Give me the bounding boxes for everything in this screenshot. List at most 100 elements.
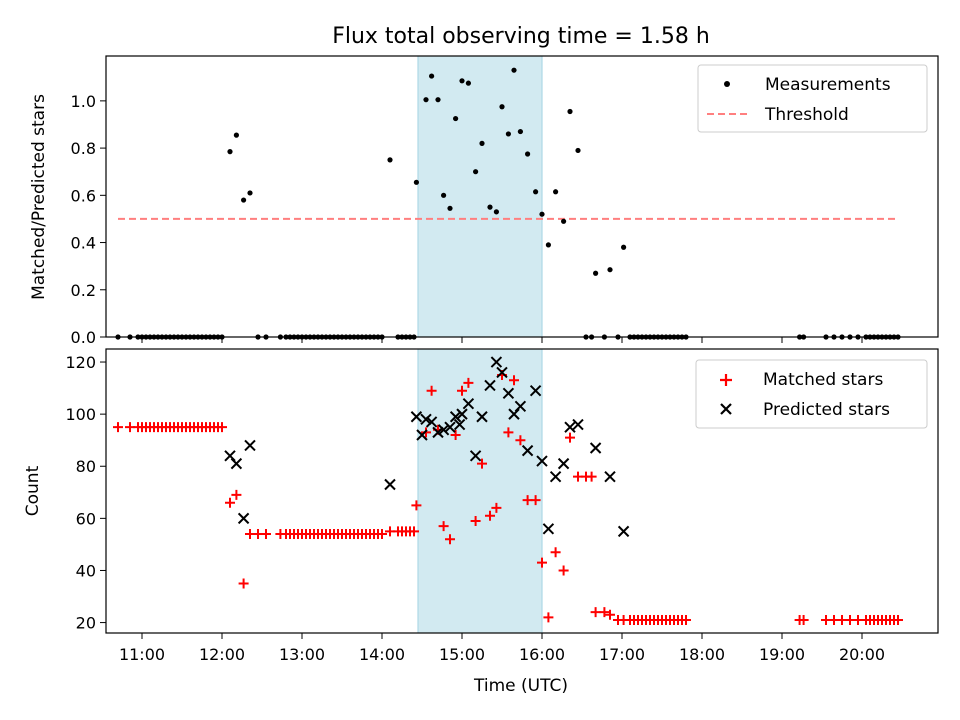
measurement-point	[423, 97, 429, 103]
matched-star-point	[377, 528, 387, 539]
predicted-star-point	[572, 418, 584, 431]
figure-title: Flux total observing time = 1.58 h	[332, 24, 710, 49]
predicted-star-point	[444, 421, 456, 433]
x-axis-label: Time (UTC)	[473, 676, 568, 696]
predicted-star-point	[456, 408, 468, 420]
measurement-point	[561, 218, 567, 224]
measurement-point	[539, 211, 545, 217]
x-tick-label: 19:00	[759, 645, 805, 664]
x-tick-label: 15:00	[439, 645, 485, 664]
predicted-star-point	[469, 450, 482, 462]
bottom-highlight-layer	[417, 349, 543, 633]
top-x-ticks	[141, 337, 863, 343]
predicted-star-point	[462, 398, 475, 410]
matched-star-point	[477, 458, 487, 469]
predicted-star-point	[604, 470, 616, 483]
measurement-point	[233, 132, 239, 138]
matched-star-point	[113, 422, 123, 433]
matched-star-point	[470, 515, 481, 526]
predicted-star-point	[449, 411, 462, 423]
measurement-point	[511, 67, 517, 73]
legend-threshold-label: Threshold	[764, 105, 849, 125]
measurement-point	[387, 157, 393, 163]
matched-stars-points	[113, 370, 903, 625]
top-y-tick-label: 0.8	[71, 139, 96, 158]
x-tick-label: 20:00	[839, 645, 885, 664]
x-tick-label: 16:00	[519, 645, 565, 664]
matched-star-point	[586, 471, 597, 482]
measurement-point	[553, 189, 559, 195]
matched-star-point	[485, 510, 495, 521]
matched-star-point	[217, 422, 227, 433]
top-panel: 0.0 0.2 0.4 0.6 0.8 1.0 Matched/Predicted sta…	[29, 55, 939, 347]
bottom-y-tick-label: 120	[65, 353, 96, 372]
predicted-star-point	[529, 384, 542, 397]
matched-star-point	[409, 526, 419, 537]
matched-star-point	[503, 427, 514, 438]
bottom-legend-box	[695, 359, 928, 429]
measurement-point	[435, 97, 441, 103]
bottom-y-tick-label: 20	[76, 614, 96, 633]
top-y-tick-label: 1.0	[71, 92, 96, 111]
measurement-point	[227, 149, 233, 155]
bottom-legend: Matched stars Predicted stars	[695, 359, 928, 429]
matched-star-point	[530, 495, 541, 506]
measurement-point	[517, 128, 524, 135]
matched-star-point	[261, 528, 271, 539]
predicted-star-point	[230, 457, 243, 470]
matched-star-point	[550, 547, 561, 558]
predicted-star-point	[549, 470, 562, 483]
measurement-point	[247, 190, 253, 196]
matched-star-point	[543, 612, 554, 623]
matched-star-point	[457, 385, 467, 396]
measurement-point	[465, 80, 471, 86]
matched-star-point	[537, 557, 547, 568]
predicted-star-point	[589, 442, 602, 454]
predicted-star-point	[237, 512, 250, 525]
measurement-point	[487, 204, 493, 210]
bottom-y-tick-label: 40	[76, 561, 96, 580]
measurement-point	[593, 270, 599, 276]
x-tick-label: 18:00	[679, 645, 725, 664]
predicted-star-point	[564, 421, 576, 433]
measurement-point	[621, 244, 627, 250]
matched-star-point	[411, 500, 422, 511]
measurement-point	[479, 140, 485, 146]
matched-star-point	[231, 489, 242, 500]
matched-star-point	[225, 497, 235, 508]
predicted-star-point	[224, 450, 236, 462]
x-tick-label: 12:00	[199, 645, 245, 664]
matched-star-point	[599, 607, 610, 618]
matched-star-point	[558, 565, 569, 576]
measurement-point	[241, 197, 247, 203]
predicted-star-point	[476, 411, 488, 423]
top-legend: Measurements Threshold	[697, 64, 928, 133]
bottom-panel: 20 40 60 80 100 120 11:00 12:00 13:00 14:00 15:00…	[23, 348, 939, 696]
predicted-star-point	[410, 411, 423, 423]
measurement-point	[533, 189, 539, 195]
measurement-point	[575, 147, 581, 154]
predicted-stars-points	[224, 356, 630, 538]
measurement-point	[525, 151, 531, 157]
predicted-star-point	[514, 400, 527, 413]
legend-measurements-marker	[724, 81, 730, 87]
bottom-y-axis-label: Count	[23, 465, 43, 516]
measurement-point	[441, 192, 447, 198]
bottom-x-axis: 11:00 12:00 13:00 14:00 15:00 16:00 17:00 18:00…	[119, 633, 885, 664]
predicted-star-point	[432, 426, 444, 439]
measurement-point	[413, 179, 419, 185]
measurement-point	[499, 104, 505, 110]
bottom-y-tick-label: 80	[76, 457, 96, 476]
bottom-y-tick-label: 100	[65, 405, 96, 424]
legend-matched-marker	[720, 374, 732, 386]
matched-star-point	[515, 435, 526, 446]
top-axes-frame	[105, 55, 939, 338]
top-y-axis: 0.0 0.2 0.4 0.6 0.8 1.0	[71, 92, 106, 347]
matched-star-point	[450, 429, 461, 440]
matched-star-point	[509, 375, 519, 386]
predicted-star-point	[536, 455, 548, 467]
predicted-star-point	[484, 379, 496, 392]
matched-star-point	[491, 502, 502, 513]
measurement-point	[447, 205, 453, 211]
matched-star-point	[426, 385, 437, 396]
